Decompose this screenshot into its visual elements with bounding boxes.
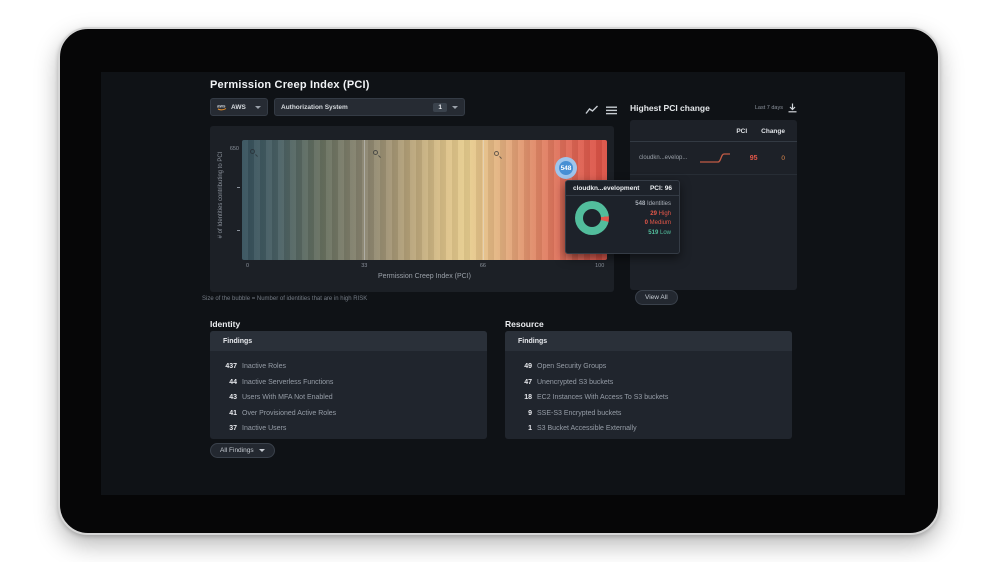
- x-tick: 100: [595, 263, 605, 269]
- resource-findings-card: Findings 49 Open Security Groups 47 Unen…: [505, 331, 792, 439]
- identity-section-title: Identity: [210, 319, 241, 329]
- y-axis-tick: 650: [229, 146, 239, 152]
- pci-value: 95: [749, 154, 758, 162]
- cloud-provider-label: AWS: [231, 103, 246, 111]
- legend-identities: 548 Identities: [635, 201, 671, 207]
- risk-donut-chart: [575, 201, 609, 236]
- x-axis-ticks: 0 33 66 100: [242, 263, 607, 271]
- highest-pci-title: Highest PCI change: [630, 103, 710, 113]
- finding-row[interactable]: 9 SSE-S3 Encrypted buckets: [528, 409, 622, 417]
- gridline-66: [482, 140, 484, 260]
- cloud-provider-dropdown[interactable]: aws AWS: [210, 98, 268, 116]
- pci-tooltip: cloudkn...evelopment PCI: 96 548 Identit…: [565, 180, 680, 254]
- finding-row[interactable]: 18 EC2 Instances With Access To S3 bucke…: [524, 394, 669, 402]
- view-all-button[interactable]: View All: [635, 290, 678, 305]
- auth-system-label: Authorization System: [281, 103, 348, 111]
- chevron-down-icon: [452, 105, 458, 109]
- y-axis-dash: [237, 230, 240, 231]
- legend-high: 29 High: [650, 210, 671, 217]
- highest-pci-period: Last 7 days: [754, 105, 783, 111]
- change-value: 0: [781, 154, 785, 162]
- aws-icon: aws: [217, 103, 227, 111]
- col-pci: PCI: [736, 128, 748, 135]
- legend-low: 519 Low: [648, 229, 671, 236]
- finding-row[interactable]: 1 S3 Bucket Accessible Externally: [528, 425, 637, 433]
- legend-medium: 0 Medium: [644, 220, 671, 226]
- finding-row[interactable]: 41 Over Provisioned Active Roles: [229, 409, 337, 417]
- pci-heatmap-card: # of Identities contributing to PCI 650 …: [210, 126, 614, 292]
- x-tick: 33: [361, 263, 368, 269]
- tablet-device-frame: Permission Creep Index (PCI) aws AWS Aut…: [58, 27, 940, 535]
- pci-sparkline: [698, 150, 732, 166]
- table-row[interactable]: cloudkn...evelop... 95 0: [630, 142, 797, 175]
- svg-text:aws: aws: [217, 104, 226, 109]
- y-axis-label: # of Identities contributing to PCI: [218, 151, 224, 239]
- findings-header: Findings: [210, 331, 487, 351]
- line-chart-icon[interactable]: [585, 105, 599, 115]
- highest-pci-header: Highest PCI change Last 7 days: [630, 103, 797, 113]
- dashboard-screen: Permission Creep Index (PCI) aws AWS Aut…: [101, 72, 905, 495]
- finding-row[interactable]: 49 Open Security Groups: [524, 363, 607, 371]
- pci-data-bubble[interactable]: 548: [555, 157, 577, 179]
- finding-row[interactable]: 437 Inactive Roles: [225, 363, 286, 371]
- pci-heatmap-plot[interactable]: [242, 140, 607, 260]
- y-axis-dash: [237, 187, 240, 188]
- gridline-33: [364, 140, 366, 260]
- identity-findings-card: Findings 437 Inactive Roles 44 Inactive …: [210, 331, 487, 439]
- resource-section-title: Resource: [505, 319, 544, 329]
- list-view-icon[interactable]: [606, 106, 617, 115]
- x-tick: 0: [245, 263, 249, 269]
- x-tick: 66: [479, 263, 486, 269]
- finding-row[interactable]: 37 Inactive Users: [229, 425, 287, 433]
- x-axis-label: Permission Creep Index (PCI): [378, 273, 471, 280]
- zoom-magnifier-icon[interactable]: [493, 151, 499, 156]
- all-findings-dropdown[interactable]: All Findings: [210, 443, 275, 458]
- auth-system-dropdown[interactable]: Authorization System 1: [274, 98, 465, 116]
- findings-header: Findings: [505, 331, 792, 351]
- finding-row[interactable]: 47 Unencrypted S3 buckets: [524, 378, 614, 386]
- bubble-size-footnote: Size of the bubble = Number of identitie…: [202, 296, 368, 302]
- filter-row: aws AWS Authorization System 1: [210, 98, 465, 116]
- finding-row[interactable]: 44 Inactive Serverless Functions: [229, 378, 334, 386]
- col-change: Change: [761, 128, 785, 135]
- tooltip-pci-value: PCI: 96: [649, 185, 672, 192]
- auth-system-count-badge: 1: [433, 102, 447, 112]
- table-header: PCI Change: [630, 120, 797, 142]
- page-title: Permission Creep Index (PCI): [210, 79, 370, 91]
- chevron-down-icon: [255, 105, 261, 109]
- chart-toolbar: [585, 105, 617, 115]
- auth-system-name: cloudkn...evelop...: [639, 155, 688, 161]
- download-icon[interactable]: [788, 103, 797, 113]
- chevron-down-icon: [258, 449, 265, 452]
- zoom-magnifier-icon[interactable]: [373, 150, 379, 155]
- finding-row[interactable]: 43 Users With MFA Not Enabled: [229, 394, 333, 402]
- tooltip-title: cloudkn...evelopment: [573, 185, 640, 192]
- zoom-magnifier-icon[interactable]: [250, 149, 255, 154]
- tooltip-legend: 548 Identities 29 High 0 Medium 519 Low: [635, 201, 671, 236]
